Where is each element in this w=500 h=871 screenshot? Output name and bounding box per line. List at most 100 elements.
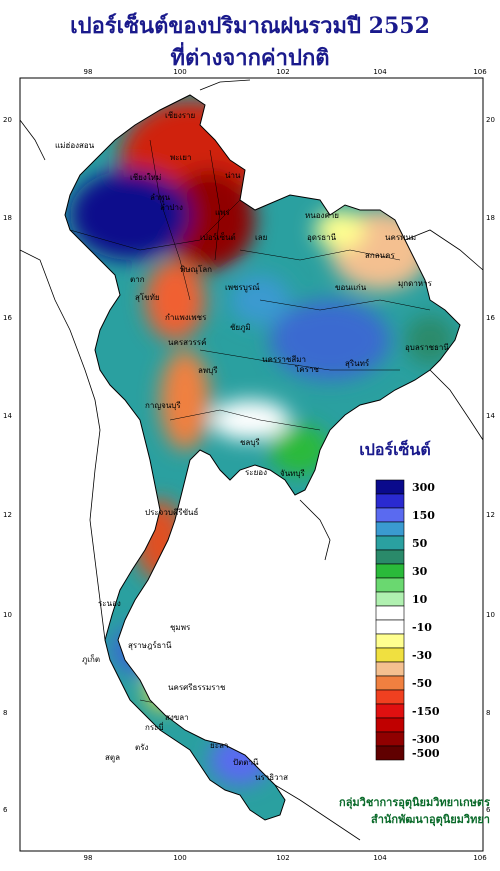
neighbour-borders <box>19 79 484 841</box>
place-label: เพชรบูรณ์ <box>225 282 260 293</box>
place-label: กำแพงเพชร <box>165 313 207 322</box>
lon-ticks-bottom: 98 100 102 104 106 <box>84 854 488 862</box>
lat-tick-label: 12 <box>486 511 495 519</box>
place-label: พะเยา <box>170 153 191 162</box>
place-label: พิษณุโลก <box>180 264 212 274</box>
place-label: ชลบุรี <box>240 438 260 447</box>
place-label: เลย <box>255 233 267 242</box>
legend-swatch <box>375 633 405 649</box>
legend-swatch <box>375 521 405 537</box>
place-label: นครราชสีมา <box>262 355 306 364</box>
place-label: ระนอง <box>98 599 121 608</box>
place-label: สกลนคร <box>365 251 395 260</box>
lon-tick-label: 100 <box>173 854 186 862</box>
lat-tick-label: 14 <box>486 412 495 420</box>
lat-tick-label: 12 <box>3 511 12 519</box>
lat-tick-label: 18 <box>486 214 495 222</box>
place-label: แม่ฮ่องสอน <box>55 141 95 150</box>
legend-swatch <box>375 549 405 565</box>
legend-label: -50 <box>412 677 432 690</box>
lat-tick-label: 10 <box>486 611 495 619</box>
lon-tick-label: 98 <box>84 68 93 76</box>
legend-swatch <box>375 745 405 761</box>
lon-tick-label: 98 <box>84 854 93 862</box>
legend-label: 30 <box>412 565 428 578</box>
legend-swatch <box>375 605 405 621</box>
lon-tick-label: 104 <box>373 854 387 862</box>
place-label: กระบี่ <box>145 721 164 732</box>
place-label: กาญจนบุรี <box>145 401 181 410</box>
place-label: โคราช <box>295 364 319 374</box>
legend-label: 300 <box>412 481 435 494</box>
lat-tick-label: 20 <box>486 116 495 124</box>
legend-swatch <box>375 675 405 691</box>
place-label: ขอนแก่น <box>335 283 367 292</box>
legend-swatch <box>375 647 405 663</box>
lat-tick-label: 16 <box>486 314 495 322</box>
lon-tick-label: 106 <box>473 68 487 76</box>
legend-swatch <box>375 507 405 523</box>
credit-line1: กลุ่มวิชาการอุตุนิยมวิทยาเกษตร <box>339 796 490 809</box>
place-label: ลำพูน <box>150 193 171 203</box>
lat-tick-label: 8 <box>486 709 490 717</box>
place-label: อุบลราชธานี <box>405 343 449 352</box>
legend-label: -10 <box>412 621 432 634</box>
lat-ticks-right: 20 18 16 14 12 10 8 6 <box>486 116 495 814</box>
legend-label: -300 <box>412 733 440 746</box>
place-label: นครศรีธรรมราช <box>168 683 226 692</box>
legend-title: เปอร์เซ็นต์ <box>359 438 430 459</box>
place-label: สุโขทัย <box>135 292 160 302</box>
place-label: แพร่ <box>215 208 230 217</box>
legend: 300 150 50 30 10 -10 -30 -50 -150 -300-500 <box>375 479 440 761</box>
lat-tick-label: 6 <box>3 806 8 814</box>
place-label: เชียงราย <box>165 111 195 120</box>
lon-ticks-top: 98 100 102 104 106 <box>84 68 488 76</box>
lon-tick-label: 102 <box>276 854 289 862</box>
map-title-line1: เปอร์เซ็นต์ของปริมาณฝนรวมปี 2552 <box>70 13 430 39</box>
place-label: จันทบุรี <box>280 469 306 478</box>
place-label: ระยอง <box>245 468 267 477</box>
place-label: หนองคาย <box>305 211 339 220</box>
lat-tick-label: 6 <box>486 806 491 814</box>
place-label: ปัตตานี <box>233 758 259 767</box>
place-label: อุดรธานี <box>307 233 337 242</box>
legend-swatch <box>375 689 405 705</box>
lat-tick-label: 14 <box>3 412 12 420</box>
lon-tick-label: 102 <box>276 68 289 76</box>
legend-label: 50 <box>412 537 428 550</box>
place-label: น่าน <box>225 171 241 180</box>
legend-swatch <box>375 591 405 607</box>
lat-ticks-left: 20 18 16 14 12 10 8 6 <box>3 116 12 814</box>
lat-tick-label: 10 <box>3 611 12 619</box>
place-label: ตาก <box>130 275 145 284</box>
lat-tick-label: 16 <box>3 314 12 322</box>
place-label: ลำปาง <box>160 203 183 212</box>
place-label: เชียงใหม่ <box>130 173 161 182</box>
map-title-line2: ที่ต่างจากค่าปกติ <box>170 45 330 71</box>
lon-tick-label: 100 <box>173 68 186 76</box>
place-label: สุราษฎร์ธานี <box>128 640 172 650</box>
lat-tick-label: 18 <box>3 214 12 222</box>
legend-swatch <box>375 717 405 733</box>
place-label: ชัยภูมิ <box>230 323 251 333</box>
place-label: นครสวรรค์ <box>168 337 206 347</box>
legend-swatch <box>375 479 405 495</box>
legend-label: -500 <box>412 747 440 760</box>
place-label: นครพนม <box>385 233 416 242</box>
place-label: ลพบุรี <box>198 366 218 375</box>
lon-tick-label: 106 <box>473 854 487 862</box>
lon-tick-label: 104 <box>373 68 387 76</box>
legend-swatch <box>375 535 405 551</box>
legend-swatch <box>375 563 405 579</box>
place-label: ภูเก็ต <box>82 654 100 665</box>
credit-line2: สำนักพัฒนาอุตุนิยมวิทยา <box>371 813 490 826</box>
place-label: สุรินทร์ <box>345 358 370 368</box>
place-label: ยะลา <box>210 741 228 750</box>
legend-label: 150 <box>412 509 435 522</box>
legend-swatch <box>375 619 405 635</box>
place-label: สงขลา <box>165 713 189 722</box>
legend-label: -150 <box>412 705 440 718</box>
place-label: ตรัง <box>135 743 148 752</box>
